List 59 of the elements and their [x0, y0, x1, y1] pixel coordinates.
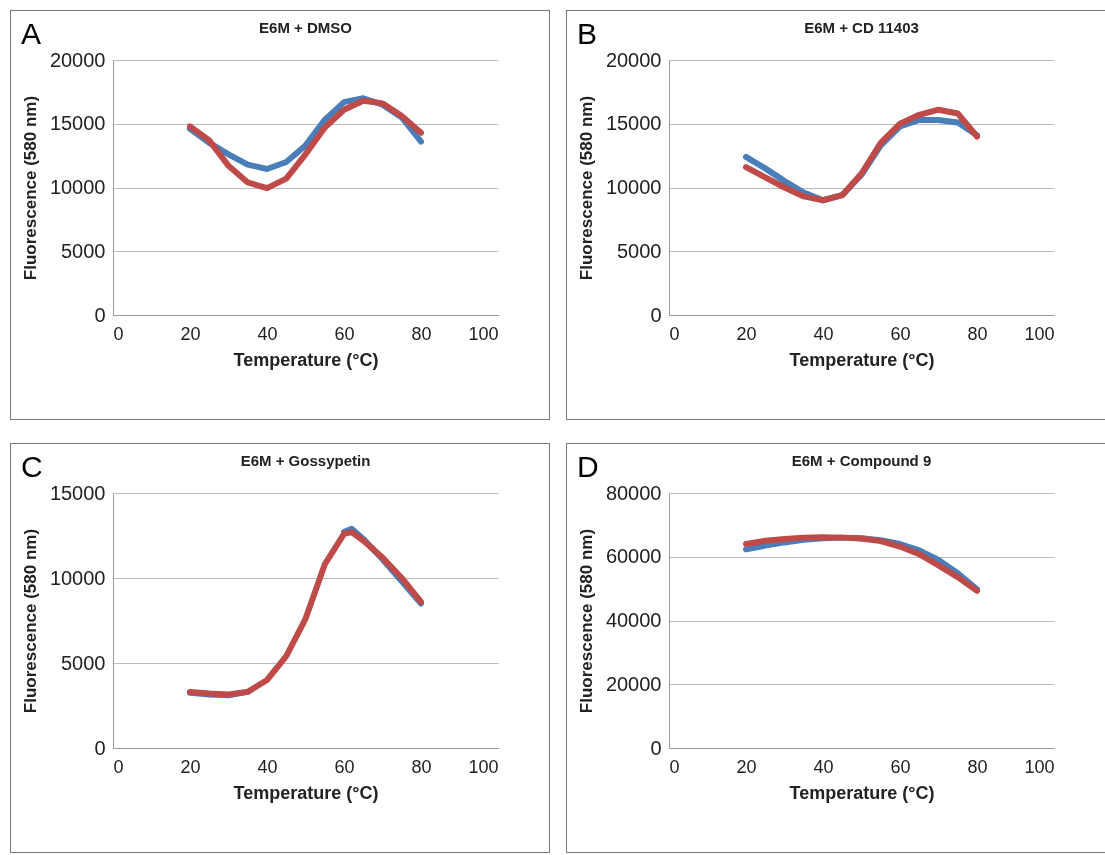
chart-title: E6M + CD 11403 — [804, 19, 919, 36]
chart-title: E6M + Gossypetin — [240, 452, 371, 469]
x-tick-label: 80 — [411, 756, 432, 777]
y-tick-label: 20000 — [49, 48, 106, 71]
x-tick-label: 80 — [411, 323, 432, 344]
x-axis-title: Temperature (°C) — [233, 349, 379, 370]
y-tick-label: 10000 — [49, 176, 106, 198]
y-tick-label: 10000 — [49, 566, 106, 589]
y-tick-label: 10000 — [605, 176, 662, 198]
text: D — [577, 450, 599, 484]
x-tick-label: 100 — [468, 323, 499, 344]
x-tick-label: 60 — [334, 756, 355, 777]
x-tick-label: 40 — [257, 756, 278, 777]
y-tick-label: 0 — [650, 736, 662, 759]
y-axis-title: Fluorescence (580 nm) — [20, 95, 40, 281]
y-tick-label: 5000 — [61, 651, 106, 674]
x-tick-label: 0 — [113, 323, 124, 344]
x-tick-label: 40 — [813, 323, 834, 344]
x-tick-label: 60 — [334, 323, 355, 344]
y-tick-label: 5000 — [61, 239, 106, 262]
y-tick-label: 20000 — [605, 48, 662, 71]
x-tick-label: 40 — [257, 323, 278, 344]
x-tick-label: 100 — [1024, 323, 1055, 344]
chart-title: E6M + DMSO — [259, 19, 353, 36]
y-tick-label: 15000 — [49, 112, 106, 135]
y-axis-title: Fluorescence (580 nm) — [576, 95, 596, 281]
x-tick-label: 0 — [113, 756, 124, 777]
y-tick-label: 20000 — [605, 672, 662, 695]
x-tick-label: 100 — [468, 756, 499, 777]
y-tick-label: 0 — [650, 303, 662, 326]
x-axis-title: Temperature (°C) — [789, 349, 935, 370]
y-tick-label: 0 — [94, 736, 106, 759]
y-tick-label: 15000 — [605, 112, 662, 135]
y-axis-title: Fluorescence (580 nm) — [20, 528, 40, 714]
x-tick-label: 20 — [180, 756, 201, 777]
y-tick-label: 5000 — [617, 239, 662, 262]
x-tick-label: 20 — [180, 323, 201, 344]
text: C — [21, 450, 43, 484]
chart-title: E6M + Compound 9 — [791, 452, 932, 469]
x-axis-title: Temperature (°C) — [789, 782, 935, 803]
x-tick-label: 0 — [669, 756, 680, 777]
x-tick-label: 100 — [1024, 756, 1055, 777]
x-tick-label: 40 — [813, 756, 834, 777]
x-tick-label: 20 — [736, 756, 757, 777]
y-tick-label: 40000 — [605, 609, 662, 631]
y-axis-title: Fluorescence (580 nm) — [576, 528, 596, 714]
y-tick-label: 15000 — [49, 481, 106, 504]
x-tick-label: 60 — [890, 323, 911, 344]
y-tick-label: 60000 — [605, 545, 662, 568]
x-tick-label: 80 — [967, 323, 988, 344]
x-tick-label: 0 — [669, 323, 680, 344]
y-tick-label: 80000 — [605, 481, 662, 504]
x-tick-label: 20 — [736, 323, 757, 344]
text: B — [577, 17, 598, 51]
x-tick-label: 80 — [967, 756, 988, 777]
x-axis-title: Temperature (°C) — [233, 782, 379, 803]
y-tick-label: 0 — [94, 303, 106, 326]
text: A — [21, 17, 42, 51]
x-tick-label: 60 — [890, 756, 911, 777]
